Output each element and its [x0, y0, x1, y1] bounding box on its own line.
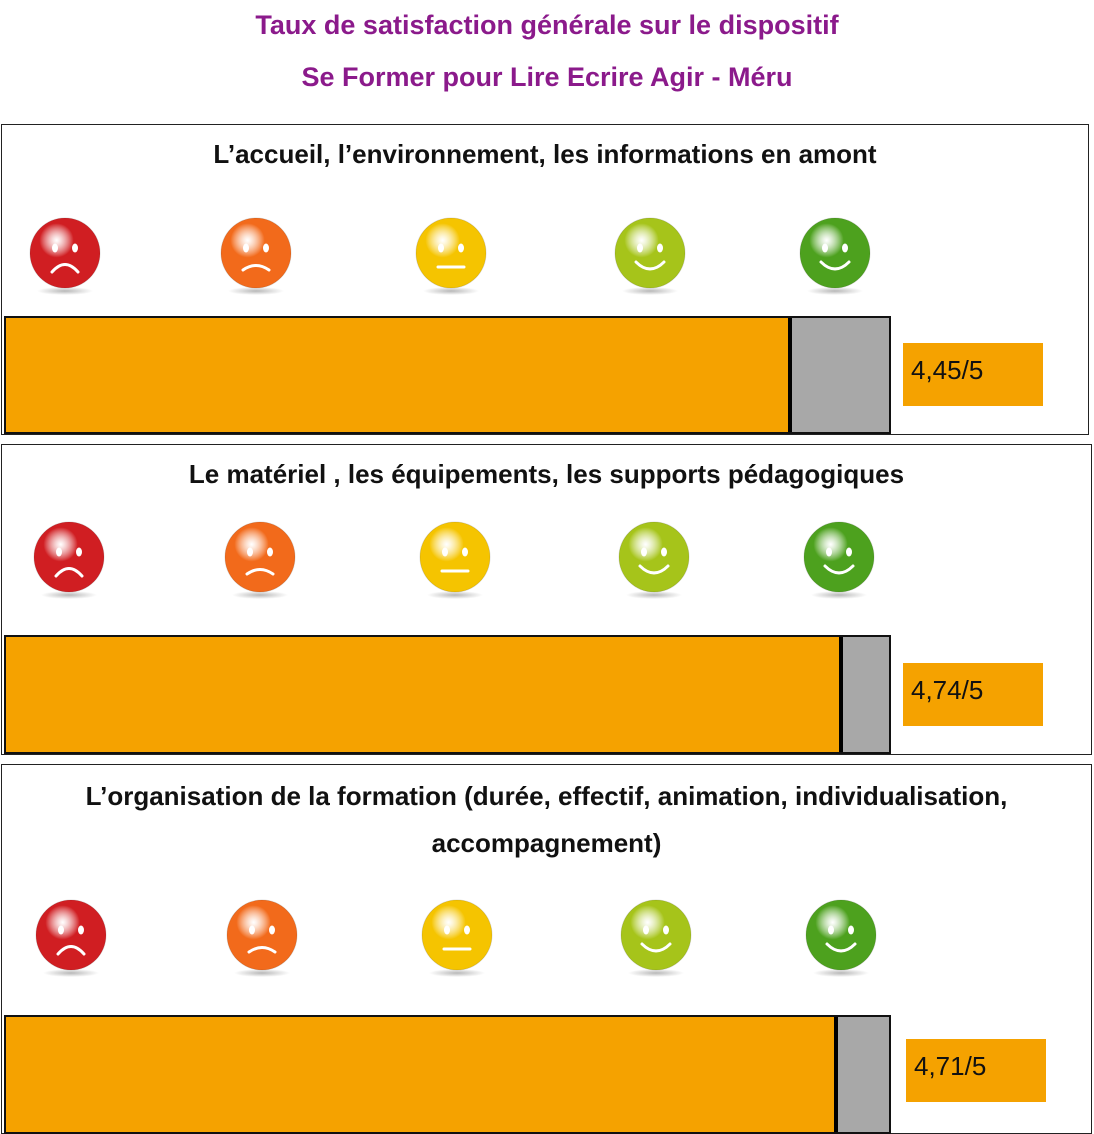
rating-panel-organisation: L’organisation de la formation (durée, e…	[1, 764, 1092, 1134]
unhappy-face-icon	[224, 521, 296, 599]
happy-face-icon	[618, 521, 690, 599]
very-unhappy-face-icon	[29, 217, 101, 295]
satisfaction-bar	[4, 1015, 891, 1134]
page-subtitle: Se Former pour Lire Ecrire Agir - Méru	[301, 62, 793, 92]
page-title: Taux de satisfaction générale sur le dis…	[255, 10, 839, 40]
neutral-face-icon	[419, 521, 491, 599]
rating-panel-materiel: Le matériel , les équipements, les suppo…	[1, 444, 1092, 755]
panel-title-continued: accompagnement)	[431, 828, 662, 858]
unhappy-face-icon	[220, 217, 292, 295]
score-label: 4,71/5	[906, 1039, 1046, 1102]
rating-panel-accueil: L’accueil, l’environnement, les informat…	[1, 124, 1089, 435]
panel-title: Le matériel , les équipements, les suppo…	[188, 459, 905, 489]
satisfaction-bar-fill	[6, 318, 792, 432]
panel-title: L’organisation de la formation (durée, e…	[85, 781, 1008, 811]
happy-face-icon	[620, 899, 692, 977]
very-happy-face-icon	[805, 899, 877, 977]
neutral-face-icon	[421, 899, 493, 977]
panel-title: L’accueil, l’environnement, les informat…	[213, 139, 877, 169]
happy-face-icon	[614, 217, 686, 295]
satisfaction-bar	[4, 316, 891, 434]
score-label: 4,45/5	[903, 343, 1043, 406]
very-unhappy-face-icon	[33, 521, 105, 599]
very-unhappy-face-icon	[35, 899, 107, 977]
very-happy-face-icon	[803, 521, 875, 599]
very-happy-face-icon	[799, 217, 871, 295]
satisfaction-bar-fill	[6, 637, 844, 752]
unhappy-face-icon	[226, 899, 298, 977]
score-label: 4,74/5	[903, 663, 1043, 726]
neutral-face-icon	[415, 217, 487, 295]
satisfaction-bar-fill	[6, 1017, 838, 1132]
satisfaction-bar	[4, 635, 891, 754]
